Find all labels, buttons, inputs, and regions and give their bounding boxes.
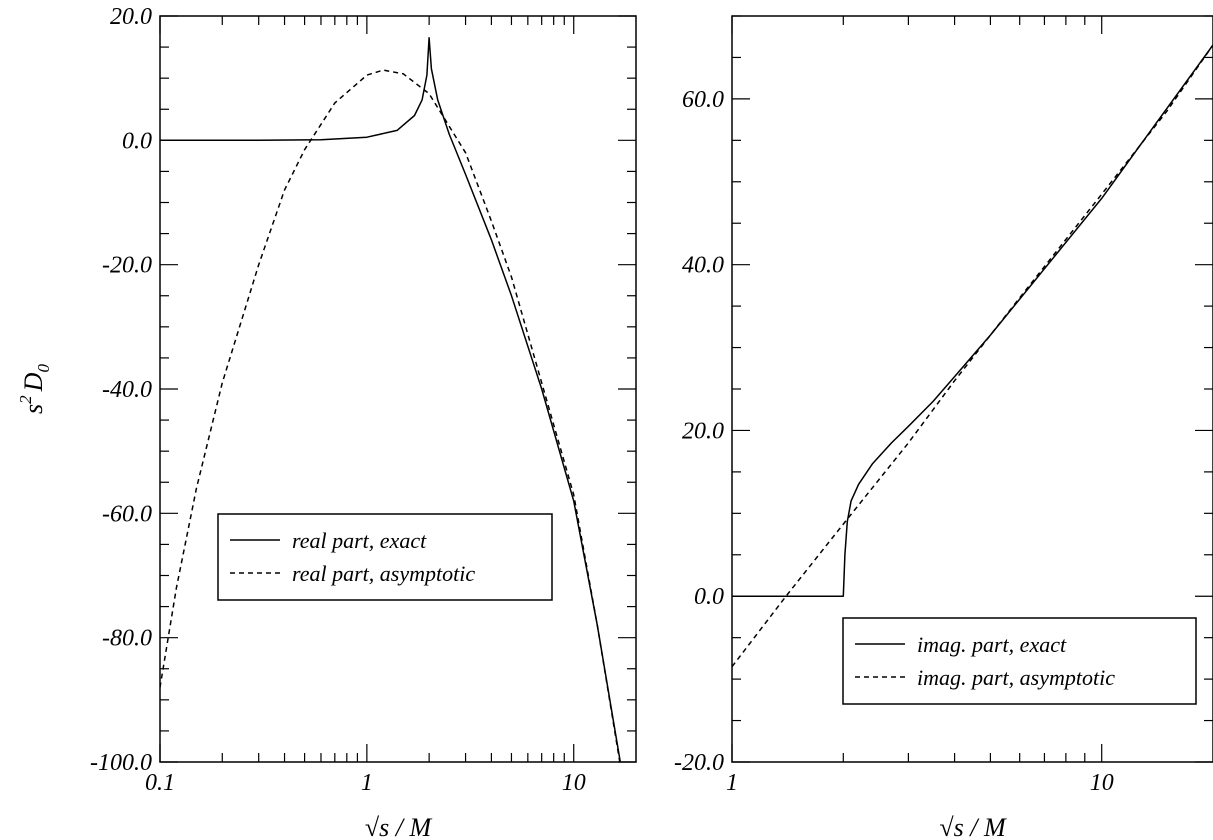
legend-label: real part, exact (292, 528, 427, 553)
y-label-sup: 2 (16, 395, 35, 404)
x-tick-label: 0.1 (145, 770, 175, 796)
y-label-main: D (19, 372, 48, 392)
series-group (732, 44, 1213, 668)
x-axis-label: √s / M (365, 813, 433, 840)
series-line-exact (160, 37, 622, 762)
y-tick-label: 0.0 (122, 128, 152, 154)
plot-frame (159, 15, 637, 763)
x-tick-label: 10 (1090, 770, 1114, 796)
x-tick-label: 1 (361, 770, 373, 796)
right-panel-imag-part: 1 10 60.0 40.0 20.0 0.0 -20.0 √s / M imag. part,… (674, 15, 1213, 840)
series-line-asymptotic (732, 44, 1213, 668)
legend-label: real part, asymptotic (292, 561, 475, 586)
y-tick-label: -20.0 (674, 750, 724, 776)
legend: imag. part, exact imag. part, asymptotic (842, 617, 1197, 705)
series-group (160, 37, 622, 762)
y-label-base: s (19, 404, 48, 414)
plot-frame (731, 15, 1213, 763)
y-tick-label: 0.0 (694, 584, 724, 610)
y-tick-label: -20.0 (102, 253, 152, 279)
y-tick-label: -40.0 (102, 377, 152, 403)
legend-label: imag. part, exact (917, 632, 1067, 657)
y-tick-label: 20.0 (682, 418, 724, 444)
legend-box (217, 513, 553, 601)
y-axis-label: s2 D0 (16, 364, 53, 414)
y-label-sub: 0 (34, 364, 53, 373)
y-tick-label: -80.0 (102, 626, 152, 652)
series-line-asymptotic (160, 69, 621, 762)
series-line-exact (732, 44, 1213, 597)
x-tick-label: 10 (562, 770, 586, 796)
y-tick-label: 60.0 (682, 87, 724, 113)
left-panel-real-part: 0.1 1 10 20.0 0.0 -20.0 -40.0 -60.0 -80.0 -100.0 √… (16, 4, 637, 840)
y-tick-label: -100.0 (90, 750, 152, 776)
y-tick-label: 40.0 (682, 253, 724, 279)
x-axis-label: √s / M (939, 813, 1007, 840)
y-tick-label: 20.0 (110, 4, 152, 30)
legend-label: imag. part, asymptotic (917, 665, 1115, 690)
legend: real part, exact real part, asymptotic (217, 513, 553, 601)
y-tick-label: -60.0 (102, 501, 152, 527)
legend-box (842, 617, 1197, 705)
x-tick-label: 1 (726, 770, 738, 796)
